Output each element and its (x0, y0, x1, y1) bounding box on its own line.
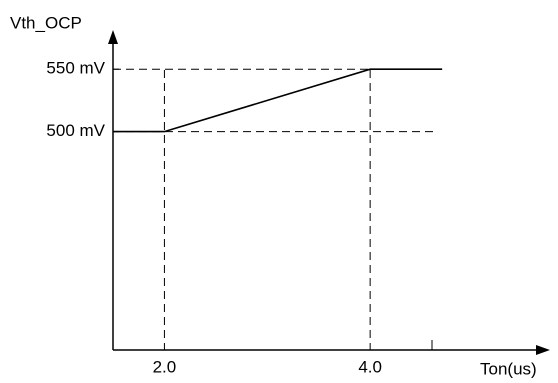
y-axis-label: Vth_OCP (10, 13, 82, 32)
data-line (113, 68, 443, 133)
y-axis-arrow (108, 30, 118, 44)
y-tick-label: 500 mV (46, 121, 105, 140)
x-axis-label: Ton(us) (480, 359, 537, 378)
y-tick-label: 550 mV (46, 59, 105, 78)
x-axis-arrow (536, 345, 550, 355)
x-tick-label: 2.0 (153, 357, 177, 376)
x-tick-label: 4.0 (358, 357, 382, 376)
